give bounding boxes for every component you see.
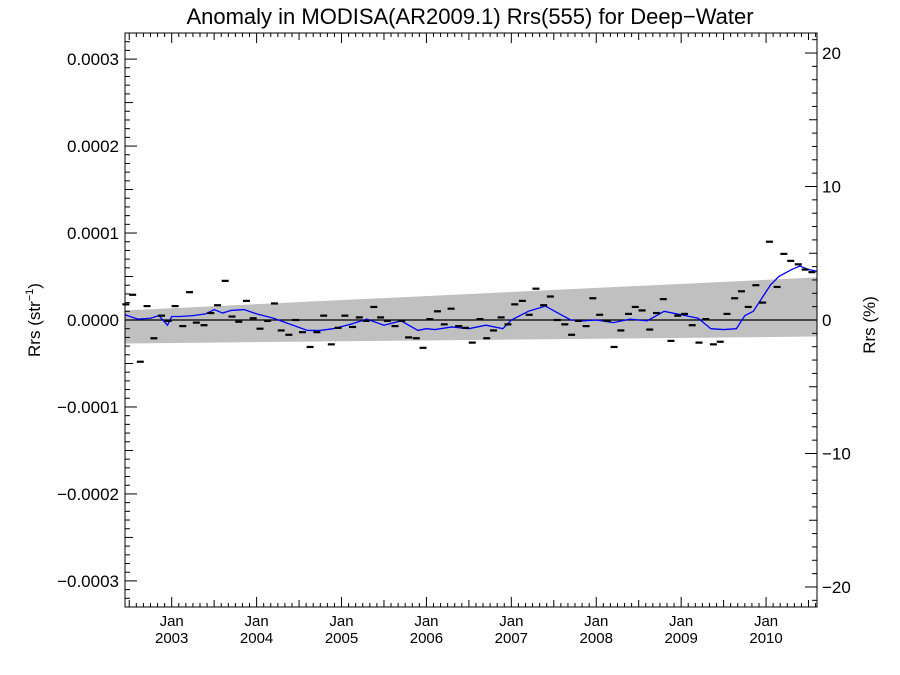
chart-title: Anomaly in MODISA(AR2009.1) Rrs(555) for… (186, 4, 753, 29)
y-left-tick-label: 0.0000 (67, 311, 119, 330)
y-axis-left-label: Rrs (str−1) (24, 283, 44, 357)
y-axis-left: −0.0003 −0.0002 −0.0001 0.0000 0.0001 0.0002 0… (57, 32, 137, 608)
x-tick-label: 2003 (155, 630, 188, 647)
x-tick-label: 2010 (749, 630, 782, 647)
y-right-tick-label: −20 (822, 578, 851, 597)
y-left-tick-label: 0.0003 (67, 50, 119, 69)
x-tick-month-label: Jan (584, 613, 608, 630)
x-tick-label: 2006 (410, 630, 443, 647)
y-axis-left-label-main: Rrs (str (25, 301, 44, 357)
y-left-tick-label: −0.0001 (57, 398, 119, 417)
x-axis: Jan2003Jan2004Jan2005Jan2006Jan2007Jan20… (128, 33, 817, 647)
x-tick-month-label: Jan (329, 613, 353, 630)
y-axis-left-label-close: ) (25, 283, 44, 289)
y-left-tick-label: 0.0002 (67, 137, 119, 156)
y-axis-left-label-exponent: −1 (24, 289, 36, 302)
y-axis-right-label: Rrs (%) (860, 296, 879, 354)
plot-area (122, 32, 818, 608)
y-left-tick-label: −0.0003 (57, 572, 119, 591)
y-left-tick-label: 0.0001 (67, 224, 119, 243)
x-tick-month-label: Jan (160, 613, 184, 630)
y-right-tick-label: 10 (822, 178, 841, 197)
x-tick-month-label: Jan (754, 613, 778, 630)
x-tick-label: 2005 (325, 630, 358, 647)
uncertainty-band (125, 277, 817, 344)
y-left-tick-label: −0.0002 (57, 485, 119, 504)
y-right-tick-label: 0 (822, 311, 831, 330)
x-tick-label: 2007 (495, 630, 528, 647)
y-right-tick-label: −10 (822, 444, 851, 463)
y-axis-right: −20 −10 0 10 20 (805, 39, 851, 601)
y-right-tick-label: 20 (822, 44, 841, 63)
x-tick-label: 2008 (580, 630, 613, 647)
x-tick-label: 2009 (664, 630, 697, 647)
uncertainty-band-layer (125, 277, 817, 344)
x-tick-month-label: Jan (414, 613, 438, 630)
monthly-anomaly-points (122, 240, 816, 363)
x-tick-month-label: Jan (499, 613, 523, 630)
x-tick-month-label: Jan (669, 613, 693, 630)
x-tick-label: 2004 (240, 630, 273, 647)
x-tick-month-label: Jan (245, 613, 269, 630)
